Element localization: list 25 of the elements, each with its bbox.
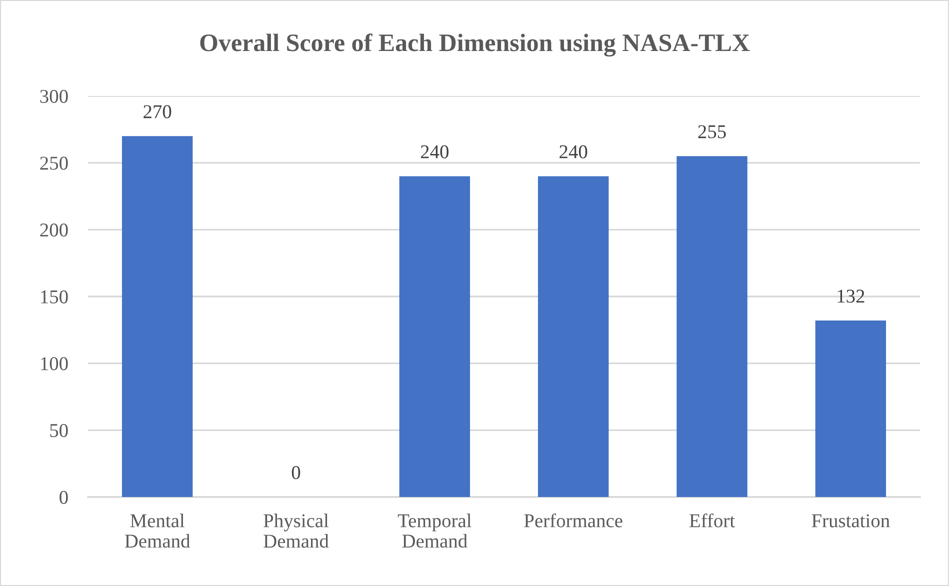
chart-title: Overall Score of Each Dimension using NASA-TLX bbox=[200, 33, 750, 57]
y-tick-label: 200 bbox=[40, 223, 68, 237]
bar bbox=[122, 136, 193, 497]
data-label: 270 bbox=[144, 105, 172, 118]
bar bbox=[399, 176, 470, 497]
data-label: 0 bbox=[292, 466, 300, 480]
bar bbox=[676, 156, 748, 497]
data-label: 240 bbox=[420, 145, 449, 158]
y-tick-label: 150 bbox=[41, 290, 68, 304]
y-tick-label: 50 bbox=[50, 424, 68, 438]
x-tick-label: Performance bbox=[524, 513, 622, 528]
data-label: 132 bbox=[838, 290, 864, 303]
y-tick-label: 0 bbox=[60, 490, 68, 504]
y-tick-label: 300 bbox=[40, 90, 68, 103]
x-tick-label: Effort bbox=[690, 513, 735, 528]
bar bbox=[815, 320, 886, 497]
x-tick-label: Frustation bbox=[812, 514, 890, 528]
y-tick-label: 100 bbox=[41, 357, 68, 370]
x-tick-label: Physical Demand bbox=[264, 514, 329, 548]
data-label: 255 bbox=[698, 125, 726, 138]
y-tick-label: 250 bbox=[40, 156, 68, 170]
data-label: 240 bbox=[560, 145, 588, 158]
x-tick-label: Temporal Demand bbox=[398, 514, 472, 548]
x-tick-label: Mental Demand bbox=[124, 514, 190, 548]
bar bbox=[538, 176, 609, 497]
